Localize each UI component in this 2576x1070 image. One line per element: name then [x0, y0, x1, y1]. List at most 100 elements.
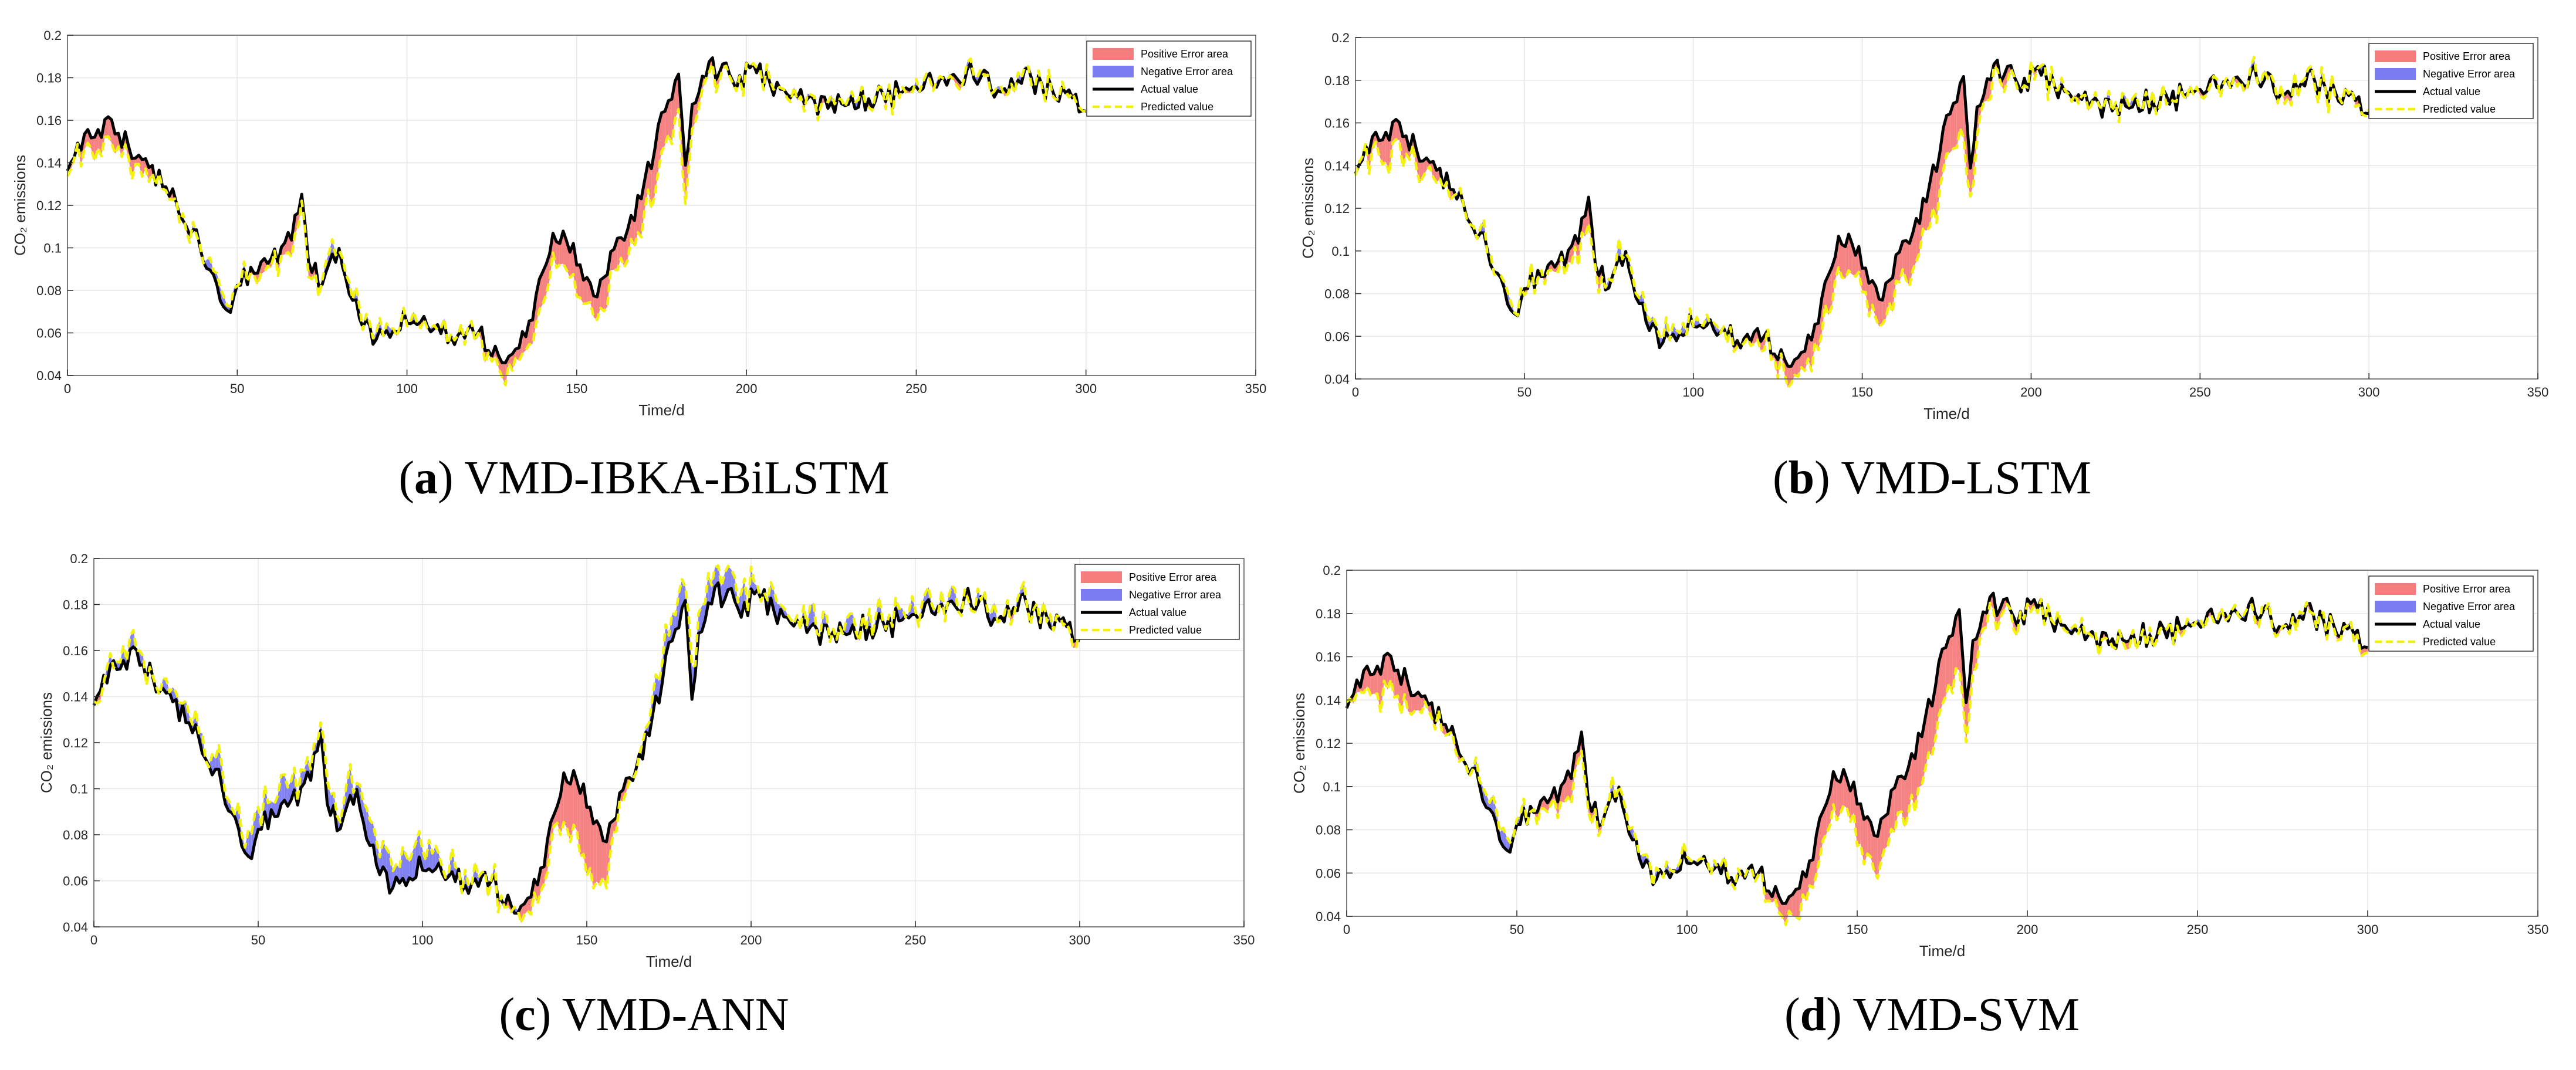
- positive-error-area: [583, 277, 587, 304]
- positive-error-area: [675, 74, 679, 118]
- y-tick-label: 0.2: [70, 551, 88, 566]
- y-axis-label: CO₂ emissions: [11, 155, 29, 256]
- positive-error-area: [1370, 673, 1374, 695]
- legend-swatch-negative: [1081, 589, 1122, 601]
- positive-error-area: [2010, 608, 2014, 630]
- positive-error-area: [1867, 817, 1871, 857]
- y-tick-label: 0.18: [63, 598, 88, 612]
- x-tick-label: 50: [230, 381, 244, 396]
- y-tick-label: 0.18: [1324, 73, 1350, 88]
- x-tick-label: 300: [2357, 922, 2379, 937]
- legend-swatch-negative: [2375, 601, 2416, 612]
- positive-error-area: [1765, 890, 1769, 902]
- chart-d-svg: 0 50 100 150 200 250 300 350 0.04 0.06 0.08 0.1 0.12…: [1290, 563, 2548, 960]
- chart-panel-d: 0 50 100 150 200 250 300 350 0.04 0.06 0.08 0.1 0.12…: [1288, 551, 2576, 991]
- legend-label: Positive Error area: [1141, 48, 1229, 60]
- x-tick-label: 50: [251, 933, 265, 947]
- y-axis-label: CO₂ emissions: [1290, 693, 1308, 794]
- positive-error-area: [596, 821, 600, 885]
- x-axis-label: Time/d: [646, 953, 692, 970]
- positive-error-area: [498, 895, 502, 912]
- positive-error-area: [1862, 268, 1866, 293]
- predicted-value-line: [66, 57, 1087, 387]
- x-tick-label: 150: [566, 381, 587, 396]
- y-tick-label: 0.08: [36, 283, 62, 298]
- negative-error-area: [1639, 292, 1643, 304]
- positive-error-area: [617, 237, 621, 270]
- y-tick-label: 0.16: [1316, 650, 1341, 665]
- caption-d: (d) VMD-SVM: [1784, 989, 2080, 1041]
- y-tick-label: 0.2: [43, 28, 62, 43]
- positive-error-area: [1377, 666, 1381, 713]
- legend-label: Negative Error area: [1129, 589, 1222, 601]
- positive-error-area: [1950, 103, 1954, 153]
- x-tick-label: 250: [905, 381, 927, 396]
- caption-a: (a) VMD-IBKA-BiLSTM: [398, 452, 890, 504]
- positive-error-area: [603, 841, 607, 889]
- predicted-value-line: [93, 564, 1081, 925]
- positive-error-area: [1794, 357, 1799, 377]
- x-tick-label: 350: [1233, 933, 1255, 947]
- positive-error-area: [593, 821, 597, 889]
- x-tick-label: 200: [2020, 385, 2042, 399]
- negative-error-area: [409, 851, 413, 881]
- x-tick-label: 300: [2358, 385, 2380, 399]
- x-axis-label: Time/d: [638, 401, 685, 419]
- positive-error-area: [142, 158, 146, 177]
- y-tick-label: 0.06: [36, 326, 62, 341]
- positive-error-area: [1942, 647, 1946, 705]
- y-tick-label: 0.14: [36, 156, 62, 171]
- positive-error-area: [600, 277, 604, 311]
- predicted-value-line: [1354, 56, 2371, 390]
- y-axis-label: CO₂ emissions: [38, 692, 55, 793]
- y-tick-label: 0.12: [36, 198, 62, 213]
- x-tick-label: 100: [412, 933, 434, 947]
- y-tick-label: 0.04: [36, 368, 62, 383]
- x-tick-label: 150: [1851, 385, 1873, 399]
- y-tick-label: 0.06: [63, 874, 88, 889]
- positive-error-area: [648, 162, 652, 209]
- positive-error-area: [1928, 699, 1932, 756]
- x-tick-label: 200: [2017, 922, 2039, 937]
- y-tick-label: 0.2: [1331, 31, 1350, 45]
- negative-error-area: [281, 774, 285, 804]
- positive-error-area: [1796, 888, 1800, 919]
- positive-error-area: [1884, 814, 1888, 849]
- x-tick-label: 300: [1069, 933, 1091, 947]
- x-tick-label: 200: [736, 381, 758, 396]
- legend-label: Actual value: [2423, 618, 2480, 630]
- legend-label: Positive Error area: [2423, 583, 2511, 595]
- legend-label: Predicted value: [2423, 636, 2496, 648]
- y-tick-label: 0.08: [1316, 823, 1341, 838]
- caption-a-text: ) VMD-IBKA-BiLSTM: [437, 452, 890, 504]
- negative-error-area: [728, 566, 732, 590]
- positive-error-area: [1898, 776, 1902, 813]
- negative-error-area: [1503, 828, 1507, 851]
- positive-error-area: [1945, 636, 1949, 697]
- legend-label: Predicted value: [1141, 101, 1213, 113]
- y-tick-label: 0.1: [1331, 244, 1350, 259]
- chart-a-svg: 0 50 100 150 200 250 300 350 0.04 0.06 0.08 0.1 0.12…: [11, 28, 1266, 419]
- positive-error-area: [1423, 158, 1426, 177]
- legend-label: Negative Error area: [1141, 66, 1233, 77]
- positive-error-area: [1896, 252, 1899, 282]
- x-tick-label: 0: [1343, 922, 1350, 937]
- negative-error-area: [810, 602, 814, 627]
- positive-error-area: [1394, 670, 1398, 697]
- y-tick-label: 0.18: [1316, 607, 1341, 621]
- x-tick-label: 0: [90, 933, 97, 947]
- positive-error-area: [1983, 612, 1987, 629]
- legend-label: Positive Error area: [1129, 571, 1217, 583]
- y-tick-label: 0.04: [63, 920, 88, 934]
- x-tick-label: 0: [1352, 385, 1359, 399]
- y-tick-label: 0.1: [70, 782, 88, 797]
- x-tick-label: 50: [1517, 385, 1532, 399]
- positive-error-area: [1894, 777, 1898, 833]
- chart-panel-c: 0 50 100 150 200 250 300 350 0.04 0.06 0.08 0.1 0.12…: [0, 540, 1288, 991]
- positive-error-area: [502, 363, 506, 385]
- legend-swatch-positive: [1081, 571, 1122, 583]
- predicted-value-line: [1346, 598, 2368, 926]
- x-tick-label: 250: [2189, 385, 2211, 399]
- caption-b: (b) VMD-LSTM: [1772, 452, 2091, 504]
- legend-label: Negative Error area: [2423, 68, 2516, 80]
